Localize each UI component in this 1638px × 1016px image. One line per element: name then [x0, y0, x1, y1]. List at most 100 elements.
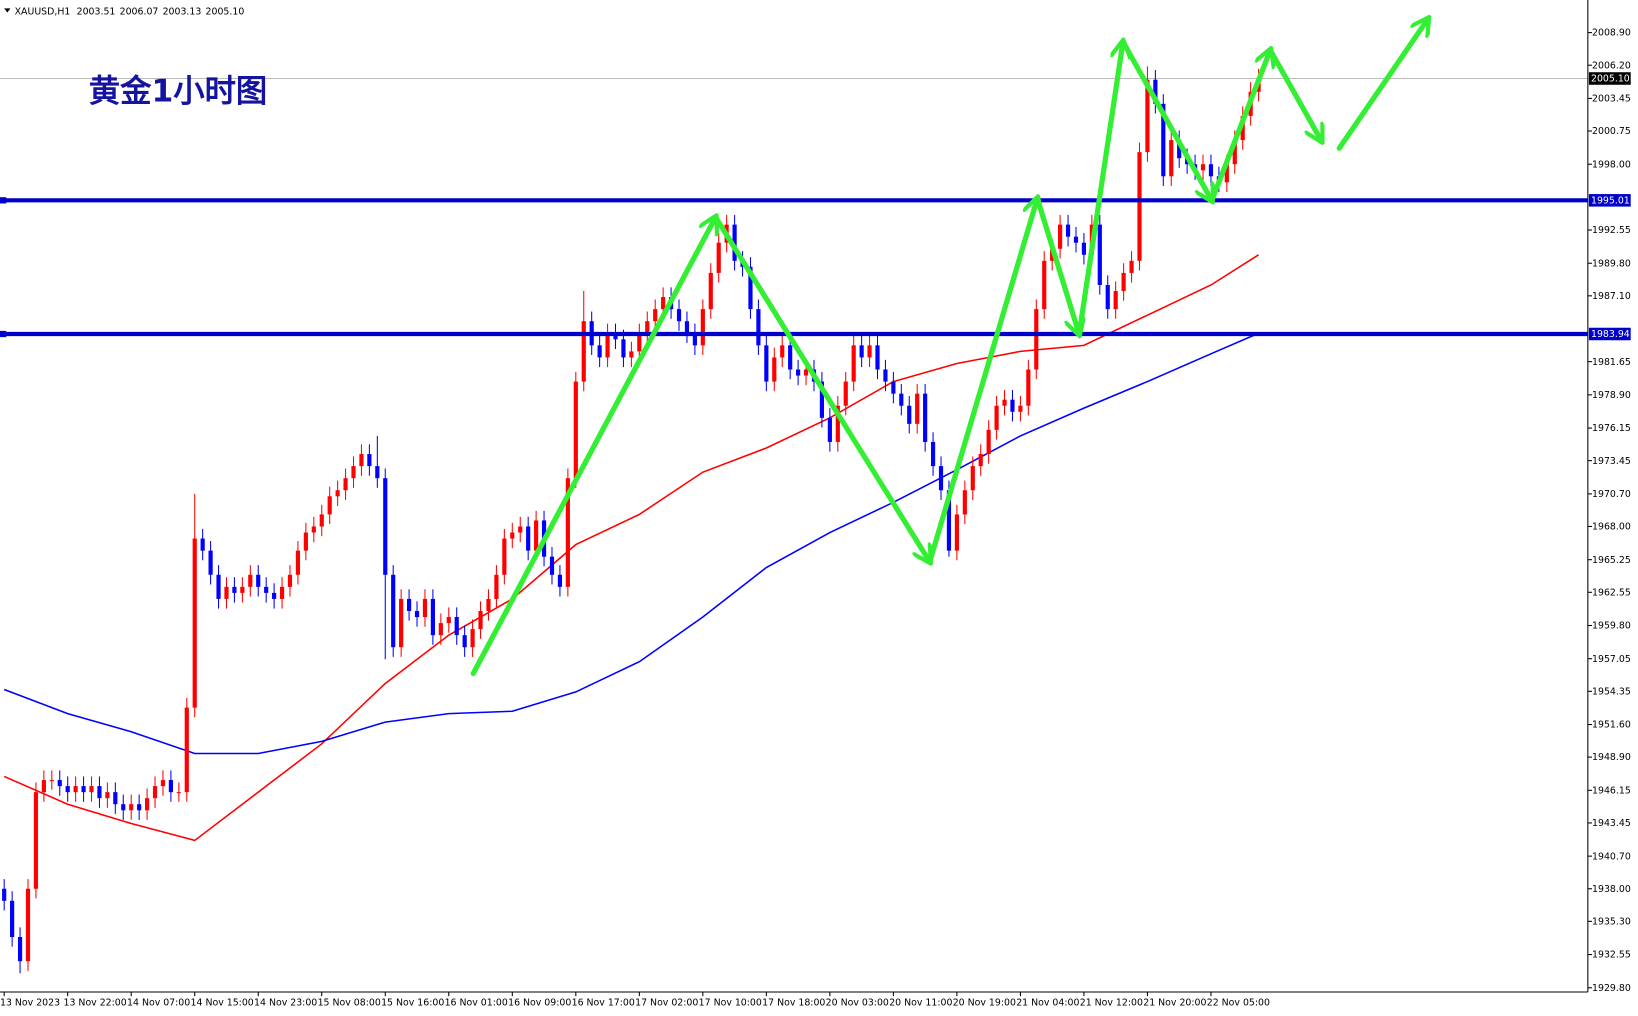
candle-body: [295, 550, 301, 575]
x-tick-label: 17 Nov 18:00: [762, 998, 825, 1009]
y-tick-label: 1965.25: [1592, 555, 1631, 566]
candle-body: [796, 369, 801, 376]
candle-body: [851, 345, 856, 382]
candle-body: [780, 345, 785, 358]
candle-body: [1232, 140, 1237, 165]
candle-body: [970, 466, 975, 491]
x-tick-label: 20 Nov 11:00: [889, 998, 952, 1009]
candle-body: [907, 405, 912, 424]
x-tick-label: 15 Nov 08:00: [318, 998, 381, 1009]
candle-body: [1073, 236, 1079, 243]
candle-body: [1081, 242, 1087, 255]
candle-body: [1177, 140, 1182, 159]
candle-body: [1113, 291, 1118, 310]
header-low: 2003.13: [163, 7, 202, 18]
y-tick-label: 1978.90: [1592, 390, 1631, 401]
candle-body: [1042, 260, 1047, 310]
y-tick-label: 1987.10: [1592, 291, 1631, 302]
candle-body: [1137, 152, 1142, 261]
level-box: [1588, 194, 1631, 207]
y-tick-label: 2003.45: [1592, 94, 1631, 105]
candle-body: [327, 496, 332, 515]
candle-body: [446, 617, 451, 624]
candle-body: [1034, 309, 1039, 370]
candle-body: [470, 629, 475, 648]
header-close: 2005.10: [206, 7, 245, 18]
current-price-box: [1588, 72, 1631, 85]
candle-body: [335, 490, 340, 497]
candle-body: [33, 792, 39, 889]
candle-body: [1097, 224, 1102, 285]
candle-body: [1145, 79, 1150, 153]
x-tick-label: 14 Nov 15:00: [191, 998, 254, 1009]
candle-body: [518, 526, 523, 533]
candle-body: [184, 707, 189, 793]
x-tick-label: 17 Nov 02:00: [635, 998, 698, 1009]
candle-body: [144, 798, 150, 811]
candle-body: [279, 586, 285, 599]
candle-body: [764, 345, 769, 382]
y-tick-label: 1959.80: [1592, 621, 1631, 632]
candle-body: [73, 786, 78, 793]
candle-body: [692, 333, 697, 346]
candle-body: [375, 466, 380, 479]
candle-body: [629, 351, 634, 358]
candle-body: [41, 780, 46, 793]
candle-body: [65, 786, 70, 793]
candle-body: [391, 574, 396, 648]
candle-body: [168, 780, 173, 793]
candle-body: [486, 598, 491, 612]
candle-body: [351, 466, 356, 479]
candle-body: [708, 272, 713, 310]
candle-body: [414, 611, 420, 618]
candle-body: [859, 345, 864, 358]
candle-body: [1121, 272, 1126, 292]
candle-body: [875, 345, 880, 370]
candle-body: [954, 514, 959, 551]
arrow: [1034, 195, 1079, 334]
candle-body: [1105, 284, 1110, 310]
y-tick-label: 1981.65: [1592, 357, 1631, 368]
candle-body: [700, 309, 705, 346]
header-arrow: [4, 8, 11, 13]
candle-body: [930, 441, 936, 467]
x-tick-label: 16 Nov 09:00: [508, 998, 571, 1009]
candle-body: [676, 309, 682, 322]
candle-body: [232, 586, 237, 593]
arrow: [712, 214, 930, 562]
candle-body: [843, 381, 848, 406]
level-label: 1995.01: [1591, 195, 1630, 206]
candle-body: [240, 586, 245, 593]
candle-body: [113, 792, 118, 805]
candle-body: [1010, 399, 1015, 412]
candle-body: [891, 381, 896, 394]
candle-body: [129, 804, 134, 811]
candle-body: [978, 454, 983, 467]
candle-body: [573, 381, 578, 479]
candle-body: [510, 532, 515, 539]
candle-body: [835, 405, 840, 442]
candle-body: [613, 333, 618, 340]
candle-body: [819, 381, 825, 418]
candle-body: [10, 900, 15, 938]
candle-body: [605, 333, 610, 358]
x-tick-label: 21 Nov 20:00: [1143, 998, 1206, 1009]
x-tick-label: 16 Nov 17:00: [572, 998, 635, 1009]
candle-body: [1058, 224, 1063, 249]
x-tick-label: 21 Nov 04:00: [1016, 998, 1079, 1009]
candle-body: [478, 611, 483, 630]
y-tick-label: 2000.75: [1592, 126, 1631, 137]
candle-body: [438, 623, 443, 636]
y-tick-label: 1973.45: [1592, 456, 1631, 467]
candle-body: [1200, 164, 1206, 171]
candle-body: [311, 526, 316, 533]
y-tick-label: 1938.00: [1592, 884, 1631, 895]
candle-body: [534, 520, 539, 551]
candle-body: [946, 490, 952, 551]
candle-body: [176, 792, 181, 794]
candle-body: [565, 478, 570, 587]
header-high: 2006.07: [120, 7, 159, 18]
candle-body: [152, 786, 158, 799]
candle-body: [287, 574, 293, 587]
candle-body: [272, 592, 277, 599]
